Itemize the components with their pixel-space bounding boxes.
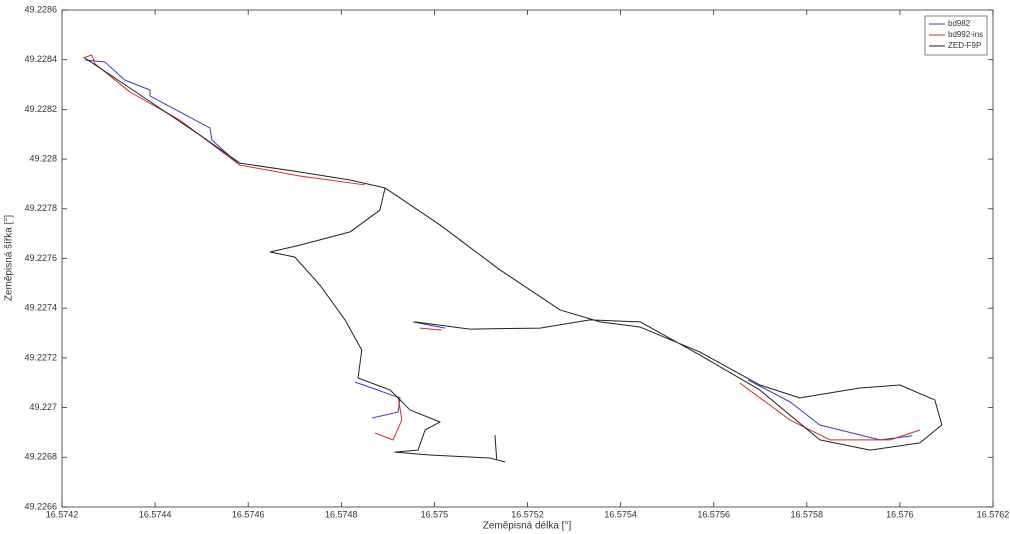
y-tick-label: 49.2268 <box>24 452 57 462</box>
y-tick-label: 49.2278 <box>24 203 57 213</box>
x-tick-label: 16.575 <box>421 509 449 519</box>
plot-area <box>61 9 994 508</box>
x-tick-label: 16.5752 <box>511 509 544 519</box>
y-tick-label: 49.2266 <box>24 501 57 511</box>
y-tick-label: 49.2274 <box>24 303 57 313</box>
series-line <box>84 57 943 463</box>
x-axis-label: Zeměpisná délka [°] <box>483 521 572 532</box>
x-tick-label: 16.5754 <box>604 509 637 519</box>
y-tick-label: 49.2272 <box>24 352 57 362</box>
x-tick-label: 16.5744 <box>139 509 172 519</box>
y-tick-label: 49.2276 <box>24 253 57 263</box>
y-tick-label: 49.2282 <box>24 104 57 114</box>
y-tick-label: 49.2286 <box>24 4 57 14</box>
series-line <box>82 54 921 441</box>
x-tick-label: 16.5756 <box>697 509 730 519</box>
legend-label: ZED-F9P <box>948 41 981 50</box>
legend-label: bd982 <box>948 19 971 28</box>
legend-label: bd992-ins <box>948 30 983 39</box>
x-tick-label: 16.5748 <box>325 509 358 519</box>
x-tick-label: 16.5762 <box>977 509 1010 519</box>
x-tick-label: 16.5758 <box>791 509 824 519</box>
y-tick-label: 49.227 <box>29 402 57 412</box>
y-tick-label: 49.2284 <box>24 54 57 64</box>
x-tick-label: 16.5742 <box>46 509 79 519</box>
x-tick-label: 16.576 <box>886 509 914 519</box>
y-axis-label: Zeměpisná šířka [°] <box>4 215 15 301</box>
x-tick-label: 16.5746 <box>232 509 265 519</box>
y-tick-label: 49.228 <box>29 153 57 163</box>
